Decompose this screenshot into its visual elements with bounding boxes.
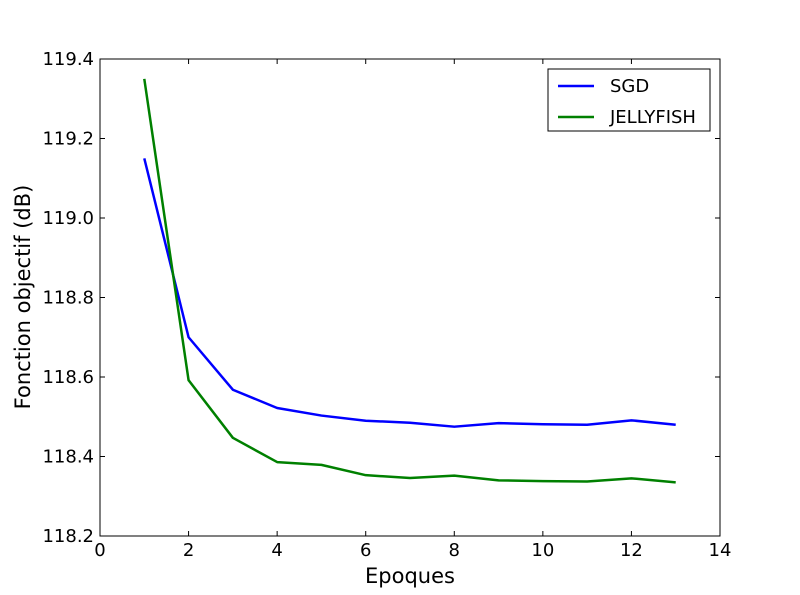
y-tick-label: 119.4 [42, 49, 94, 70]
legend-label: JELLYFISH [609, 107, 696, 128]
x-tick-label: 6 [360, 540, 371, 561]
legend: SGD JELLYFISH [547, 68, 711, 132]
x-tick-label: 10 [531, 540, 554, 561]
y-tick-label: 118.4 [42, 447, 94, 468]
x-tick-label: 12 [620, 540, 643, 561]
x-tick-label: 4 [271, 540, 282, 561]
x-tick-label: 8 [449, 540, 460, 561]
y-tick-label: 118.8 [42, 288, 94, 309]
series-lines [143, 78, 676, 484]
x-tick-label: 14 [709, 540, 732, 561]
y-tick-label: 118.2 [42, 526, 94, 547]
legend-box [547, 68, 711, 132]
x-axis-title: Epoques [365, 564, 455, 588]
y-tick-label: 118.6 [42, 367, 94, 388]
x-tick-label: 2 [183, 540, 194, 561]
series-line-sgd [143, 158, 676, 428]
legend-label: SGD [610, 76, 649, 97]
axis-ticks: 0 2 4 6 8 10 12 14 118.2 118.4 118.6 118.8 119.0 119.… [42, 49, 731, 561]
y-tick-label: 119.2 [42, 129, 94, 150]
series-line-jellyfish [143, 78, 676, 484]
x-tick-label: 0 [94, 540, 105, 561]
y-tick-label: 119.0 [42, 208, 94, 229]
y-axis-title: Fonction objectif (dB) [11, 185, 35, 410]
